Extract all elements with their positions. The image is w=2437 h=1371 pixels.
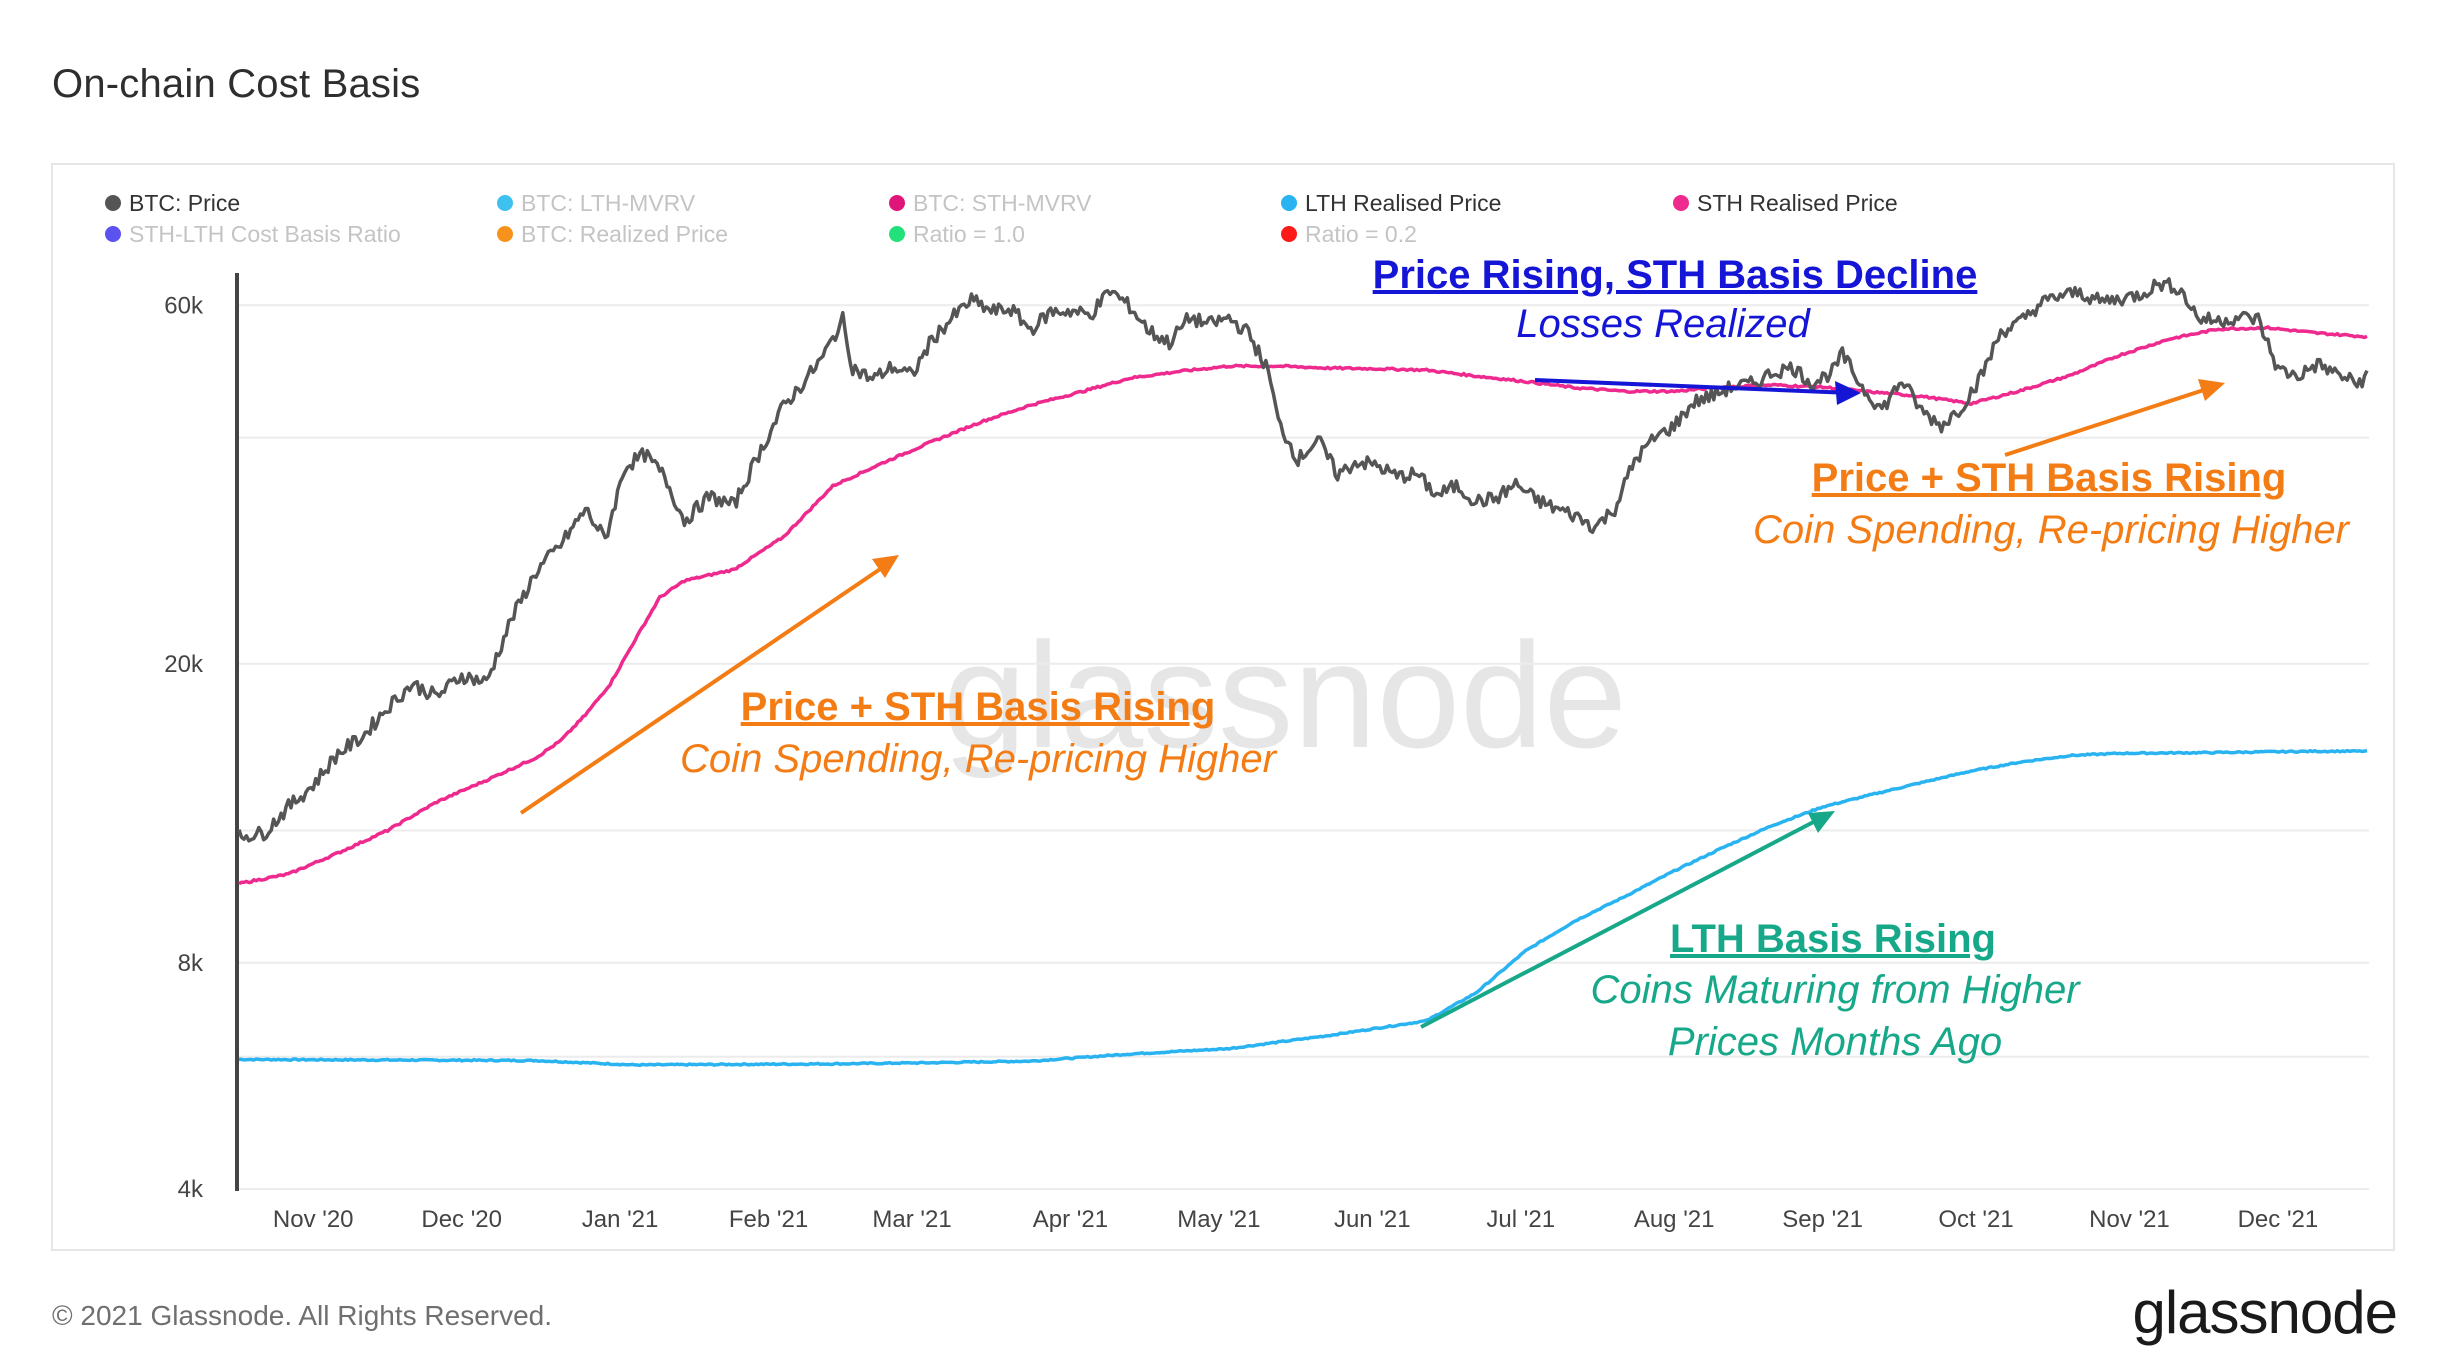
legend-label: BTC: LTH-MVRV	[521, 190, 696, 216]
axes: 4k 8k 20k 60k Nov '20 Dec '20 Jan '21 Feb '21 Ma…	[164, 273, 2318, 1233]
x-tick-label: Aug '21	[1634, 1206, 1715, 1233]
legend-marker	[889, 226, 905, 242]
legend-label: STH-LTH Cost Basis Ratio	[129, 221, 401, 247]
chart[interactable]: glassnode 4k 8k 20k 60k Nov '20 Dec '20 Jan '2…	[53, 165, 2393, 1249]
y-tick-label: 20k	[164, 651, 204, 678]
annotation-sth-rising-early: Price + STH Basis Rising Coin Spending, …	[680, 685, 1278, 781]
legend-item[interactable]: BTC: Realized Price	[497, 221, 728, 247]
annotation-title: Price Rising, STH Basis Decline	[1373, 253, 1978, 297]
annotation-sth-decline: Price Rising, STH Basis Decline Losses R…	[1373, 253, 1978, 346]
x-tick-label: May '21	[1177, 1206, 1260, 1233]
x-tick-label: Dec '21	[2238, 1206, 2319, 1233]
legend-item[interactable]: BTC: STH-MVRV	[889, 190, 1092, 216]
legend-marker	[497, 195, 513, 211]
legend: BTC: Price BTC: LTH-MVRV BTC: STH-MVRV LTH …	[105, 190, 1898, 247]
annotation-lth-rising: LTH Basis Rising Coins Maturing from Hig…	[1590, 917, 2081, 1064]
annotation-title: Price + STH Basis Rising	[1812, 456, 2287, 500]
legend-label: STH Realised Price	[1697, 190, 1898, 216]
annotation-subtitle: Coins Maturing from Higher	[1590, 968, 2081, 1012]
legend-marker	[497, 226, 513, 242]
legend-item[interactable]: Ratio = 1.0	[889, 221, 1025, 247]
series-line-btc-price[interactable]	[237, 277, 2369, 843]
legend-item[interactable]: STH-LTH Cost Basis Ratio	[105, 221, 401, 247]
series	[237, 277, 2369, 1068]
legend-label: Ratio = 0.2	[1305, 221, 1417, 247]
annotation-title: Price + STH Basis Rising	[741, 685, 1216, 729]
y-tick-label: 4k	[178, 1176, 204, 1203]
legend-marker	[1281, 226, 1297, 242]
legend-label: BTC: Realized Price	[521, 221, 728, 247]
x-tick-label: Nov '21	[2089, 1206, 2170, 1233]
legend-item[interactable]: STH Realised Price	[1673, 190, 1898, 216]
annotation-subtitle: Coin Spending, Re-pricing Higher	[1753, 508, 2351, 552]
legend-label: BTC: STH-MVRV	[913, 190, 1092, 216]
x-tick-label: Mar '21	[872, 1206, 951, 1233]
x-tick-label: Nov '20	[273, 1206, 354, 1233]
glassnode-watermark: glassnode	[943, 611, 1627, 779]
glassnode-logo[interactable]: glassnode	[2132, 1279, 2398, 1346]
chart-frame: glassnode 4k 8k 20k 60k Nov '20 Dec '20 Jan '2…	[51, 163, 2395, 1251]
x-tick-label: Dec '20	[421, 1206, 502, 1233]
x-tick-label: Oct '21	[1938, 1206, 2013, 1233]
legend-marker	[1281, 195, 1297, 211]
legend-label: Ratio = 1.0	[913, 221, 1025, 247]
copyright-text: © 2021 Glassnode. All Rights Reserved.	[52, 1300, 553, 1331]
page-title: On-chain Cost Basis	[52, 62, 421, 106]
y-tick-label: 8k	[178, 950, 204, 977]
annotation-subtitle-line2: Prices Months Ago	[1668, 1020, 2002, 1064]
arrow-lth-rising	[1420, 811, 1835, 1029]
legend-item[interactable]: Ratio = 0.2	[1281, 221, 1417, 247]
legend-label: BTC: Price	[129, 190, 240, 216]
legend-item[interactable]: BTC: LTH-MVRV	[497, 190, 696, 216]
series-line-sth-realised-price[interactable]	[238, 325, 2368, 886]
x-tick-label: Jan '21	[582, 1206, 659, 1233]
x-tick-label: Apr '21	[1033, 1206, 1108, 1233]
annotation-sth-rising-late: Price + STH Basis Rising Coin Spending, …	[1753, 456, 2351, 552]
arrow-sth-rising-late	[2004, 379, 2225, 457]
legend-item[interactable]: LTH Realised Price	[1281, 190, 1501, 216]
annotation-subtitle: Losses Realized	[1516, 302, 1811, 346]
x-tick-label: Feb '21	[729, 1206, 808, 1233]
x-tick-label: Jun '21	[1334, 1206, 1411, 1233]
arrow-sth-rising-early	[519, 555, 899, 815]
x-tick-label: Sep '21	[1782, 1206, 1863, 1233]
legend-label: LTH Realised Price	[1305, 190, 1501, 216]
arrow-sth-decline	[1534, 378, 1861, 405]
legend-marker	[105, 195, 121, 211]
x-tick-label: Jul '21	[1486, 1206, 1555, 1233]
legend-item[interactable]: BTC: Price	[105, 190, 240, 216]
legend-marker	[1673, 195, 1689, 211]
legend-marker	[105, 226, 121, 242]
annotation-title: LTH Basis Rising	[1670, 917, 1996, 961]
legend-marker	[889, 195, 905, 211]
annotation-subtitle: Coin Spending, Re-pricing Higher	[680, 737, 1278, 781]
series-line-lth-realised-price[interactable]	[238, 748, 2368, 1068]
gridlines	[239, 304, 2369, 1190]
y-tick-label: 60k	[164, 292, 204, 319]
